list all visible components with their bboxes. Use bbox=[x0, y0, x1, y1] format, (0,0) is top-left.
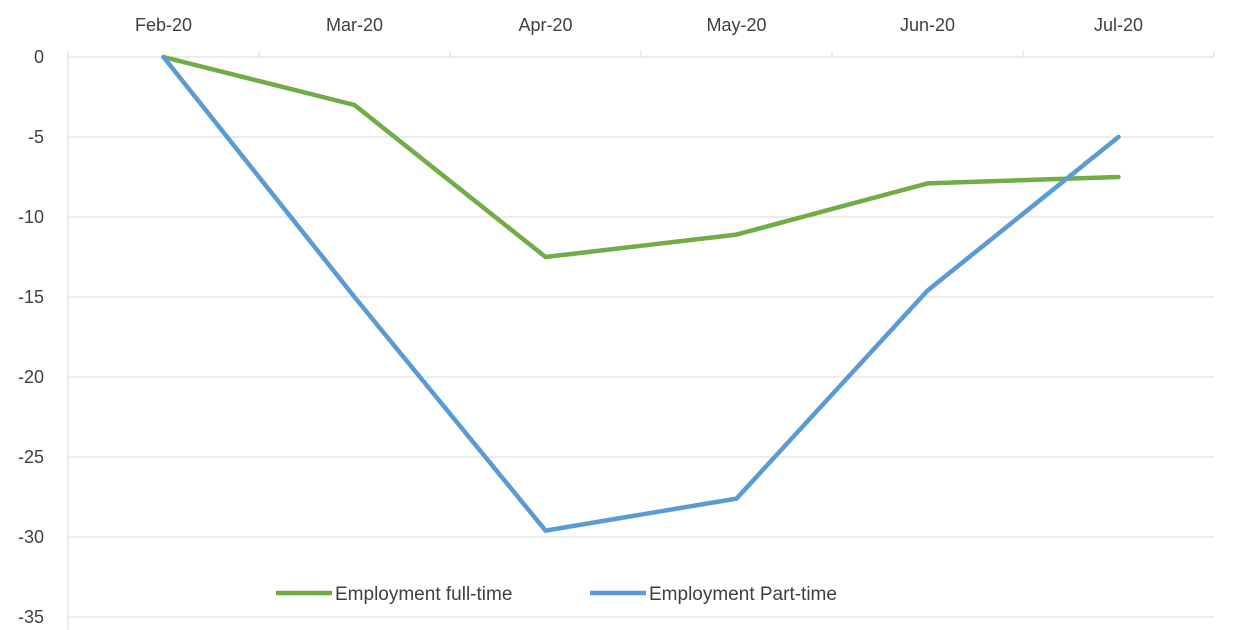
legend-label: Employment Part-time bbox=[649, 584, 837, 605]
gridlines bbox=[68, 136, 1214, 618]
y-tick-label: -30 bbox=[18, 527, 44, 547]
x-tick-label: Jul-20 bbox=[1094, 15, 1143, 35]
x-tick-label: Mar-20 bbox=[326, 15, 383, 35]
x-tick-label: Apr-20 bbox=[518, 15, 572, 35]
legend-label: Employment full-time bbox=[335, 584, 512, 605]
x-axis-tick-labels: Feb-20 Mar-20 Apr-20 May-20 Jun-20 Jul-20 bbox=[135, 15, 1143, 35]
x-tick-label: Jun-20 bbox=[900, 15, 955, 35]
y-tick-label: -20 bbox=[18, 367, 44, 387]
y-tick-label: -35 bbox=[18, 607, 44, 627]
x-tick-label: May-20 bbox=[706, 15, 766, 35]
y-tick-label: -5 bbox=[28, 127, 44, 147]
series-line bbox=[161, 54, 1121, 260]
series-lines bbox=[161, 54, 1121, 533]
y-tick-label: 0 bbox=[34, 47, 44, 67]
y-tick-label: -25 bbox=[18, 447, 44, 467]
x-tick-label: Feb-20 bbox=[135, 15, 192, 35]
y-tick-label: -15 bbox=[18, 287, 44, 307]
axes bbox=[67, 51, 1215, 630]
y-tick-label: -10 bbox=[18, 207, 44, 227]
y-axis-tick-labels: 0 -5 -10 -15 -20 -25 -30 -35 bbox=[18, 47, 44, 627]
series-line bbox=[161, 54, 1121, 533]
legend: Employment full-time Employment Part-time bbox=[276, 584, 837, 605]
